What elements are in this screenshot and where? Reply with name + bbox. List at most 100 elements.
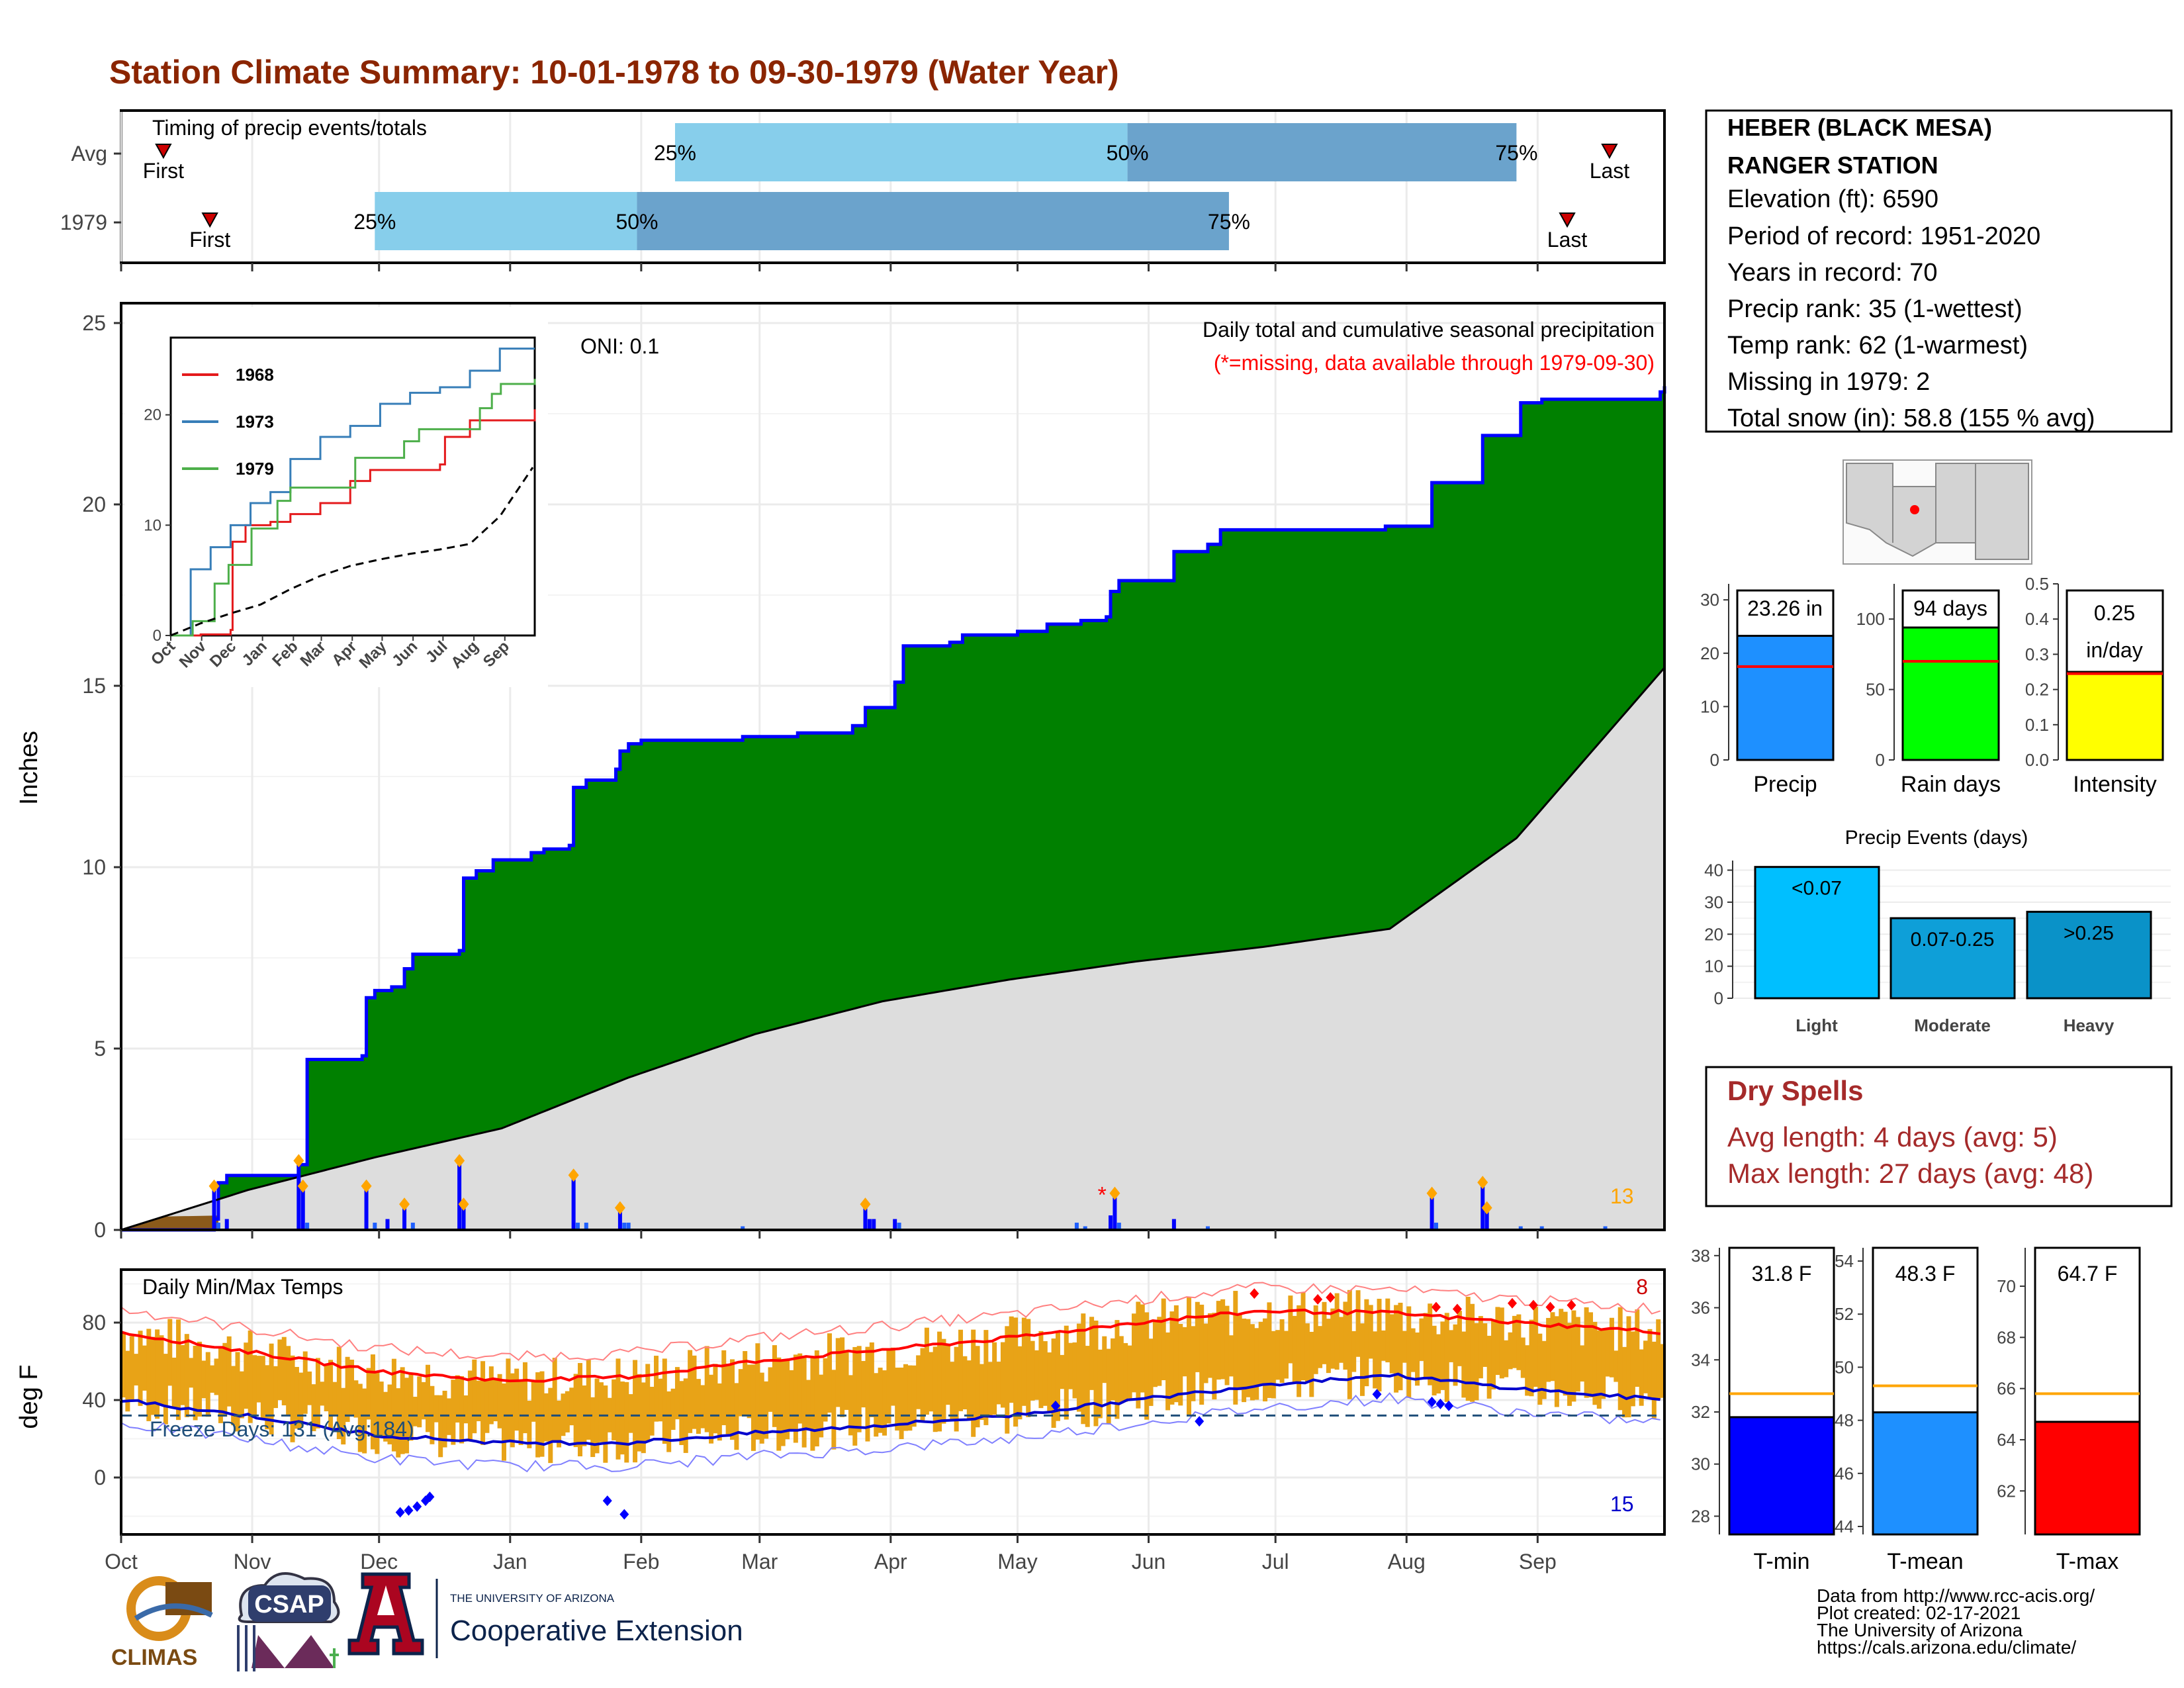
daily-temp-bar: [797, 1353, 803, 1424]
daily-temp-bar: [353, 1380, 359, 1418]
summary-y-tick-label: 0.1: [2025, 715, 2049, 735]
daily-temp-bar: [688, 1350, 693, 1433]
daily-temp-bar: [1173, 1305, 1179, 1403]
daily-temp-bar: [958, 1329, 964, 1411]
record-low-marker: [395, 1507, 405, 1518]
daily-temp-bar: [950, 1362, 955, 1421]
daily-temp-bar: [1656, 1319, 1661, 1400]
station-name-line2: RANGER STATION: [1727, 152, 1938, 179]
hot-days-count: 8: [1636, 1275, 1648, 1299]
daily-temp-bar: [1428, 1303, 1433, 1385]
summary-value-bar: [1872, 1411, 1979, 1536]
daily-temp-bar: [345, 1356, 350, 1423]
daily-temp-bar: [1271, 1331, 1276, 1399]
daily-temp-bar: [1123, 1342, 1128, 1402]
record-low-marker: [619, 1509, 629, 1520]
daily-temp-bar: [844, 1350, 849, 1410]
daily-temp-bar: [1495, 1307, 1500, 1376]
daily-temp-bar: [751, 1364, 756, 1451]
ua-logo-small-text: THE UNIVERSITY OF ARIZONA: [450, 1592, 615, 1605]
daily-temp-bar: [1504, 1340, 1509, 1378]
summary-value-bar: [1901, 626, 2000, 761]
daily-temp-bar: [692, 1355, 697, 1429]
daily-temp-bar: [244, 1342, 249, 1409]
daily-temp-bar: [903, 1364, 908, 1431]
daily-temp-bar: [1529, 1319, 1534, 1397]
daily-temp-bar: [709, 1374, 714, 1444]
temp-y-tick-label: 40: [82, 1388, 106, 1412]
daily-temp-bar: [1596, 1330, 1602, 1409]
daily-temp-bar: [1580, 1345, 1585, 1382]
daily-temp-bar: [1605, 1329, 1610, 1377]
daily-temp-bar: [412, 1397, 418, 1427]
daily-temp-bar: [379, 1382, 384, 1436]
daily-temp-bar: [1233, 1291, 1238, 1405]
daily-precip-bar: [1083, 1226, 1087, 1230]
summary-y-tick-label: 0.0: [2025, 750, 2049, 770]
daily-temp-bar: [1347, 1289, 1352, 1399]
daily-precip-bar: [867, 1219, 872, 1230]
freeze-days-label: Freeze Days: 131 (Avg:184): [150, 1417, 414, 1441]
daily-temp-bar: [1309, 1331, 1314, 1397]
record-low-marker: [1444, 1400, 1454, 1411]
summary-y-tick-label: 0.4: [2025, 609, 2049, 629]
inset-legend-label: 1973: [236, 412, 274, 432]
daily-temp-bar: [1263, 1318, 1268, 1402]
daily-temp-bar: [197, 1341, 202, 1417]
daily-temp-bar: [1406, 1306, 1412, 1398]
average-precip-area: [121, 667, 1664, 1230]
daily-temp-bar: [1009, 1316, 1014, 1403]
daily-temp-bar: [1246, 1319, 1251, 1397]
daily-temp-bar: [1410, 1328, 1416, 1372]
summary-category-label: Rain days: [1901, 772, 2001, 797]
daily-temp-bar: [1457, 1311, 1462, 1366]
daily-temp-bar: [273, 1366, 278, 1409]
daily-temp-bar: [1203, 1323, 1208, 1383]
daily-temp-bar: [882, 1370, 887, 1436]
daily-temp-bar: [662, 1358, 667, 1444]
rain-days-label: 94 days: [1913, 596, 1987, 620]
annual-summary-bars: 0 10 20 30 Precip 0 50 100 Rain days 0.0 0.1 0.2 0.3…: [1700, 574, 2164, 797]
daily-temp-bar: [543, 1393, 549, 1442]
heavy-precip-marker: [1426, 1186, 1437, 1200]
daily-temp-bar: [438, 1395, 443, 1458]
daily-temp-bar: [1207, 1313, 1212, 1378]
daily-precip-bar: [1116, 1223, 1121, 1230]
daily-temp-bar: [1254, 1328, 1259, 1400]
precip-y-tick-label: 0: [94, 1218, 106, 1242]
daily-temp-bar: [874, 1373, 879, 1437]
daily-temp-bar: [451, 1380, 456, 1445]
daily-precip-bar: [571, 1179, 576, 1230]
daily-temp-bar: [1161, 1298, 1166, 1381]
daily-temp-bar: [315, 1358, 320, 1429]
timing-marker-label: First: [143, 159, 184, 183]
daily-temp-bar: [1499, 1307, 1504, 1379]
daily-temp-bar: [700, 1385, 705, 1429]
daily-temp-bar: [979, 1364, 984, 1420]
summary-value-bar: [1728, 1416, 1835, 1536]
timing-bar-50-75: [637, 192, 1229, 250]
precip-y-tick-label: 25: [82, 311, 106, 335]
daily-temp-bar: [163, 1354, 168, 1425]
month-label: May: [997, 1550, 1037, 1573]
summary-y-tick-label: 0.2: [2025, 680, 2049, 700]
daily-temp-bar: [941, 1338, 946, 1424]
daily-temp-bar: [324, 1365, 329, 1411]
daily-precip-bar: [457, 1164, 462, 1230]
daily-precip-bar: [1109, 1215, 1113, 1230]
daily-temp-bar: [480, 1361, 486, 1445]
daily-temp-bar: [975, 1346, 980, 1428]
summary-y-tick-label: 64: [1997, 1430, 2016, 1450]
daily-temp-bar: [1660, 1344, 1665, 1398]
daily-temp-bar: [1127, 1345, 1132, 1399]
daily-temp-bar: [1068, 1342, 1073, 1389]
station-snow: Total snow (in): 58.8 (155 % avg): [1727, 404, 2095, 432]
daily-temp-bar: [548, 1387, 553, 1464]
daily-temp-bar: [1297, 1305, 1302, 1397]
daily-temp-bar: [514, 1368, 520, 1431]
daily-temp-bar: [983, 1330, 989, 1425]
daily-temp-bar: [561, 1393, 566, 1436]
daily-temp-bar: [1520, 1337, 1525, 1378]
heavy-precip-marker: [860, 1197, 871, 1211]
station-precip-rank: Precip rank: 35 (1-wettest): [1727, 295, 2023, 323]
